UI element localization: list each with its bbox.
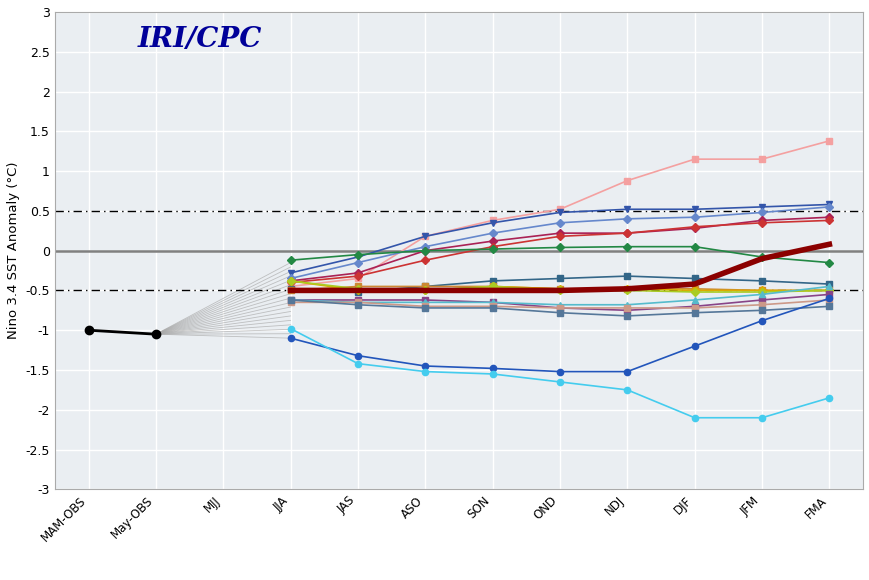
Y-axis label: Nino 3.4 SST Anomaly (°C): Nino 3.4 SST Anomaly (°C) bbox=[7, 162, 20, 339]
Text: IRI/CPC: IRI/CPC bbox=[138, 26, 262, 53]
